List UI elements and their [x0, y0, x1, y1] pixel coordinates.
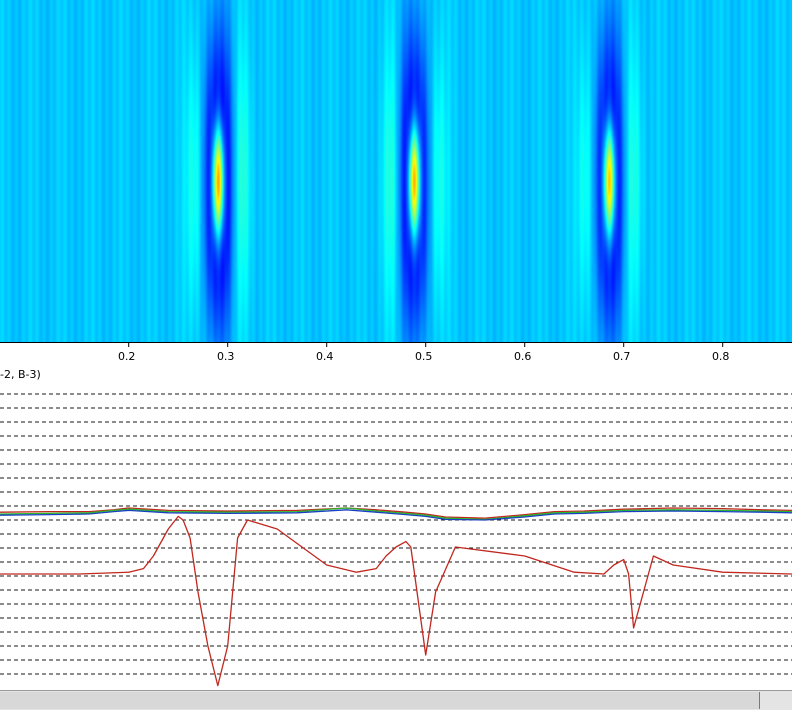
heatmap-image: [0, 0, 792, 342]
x-tick-label: 0.2: [118, 350, 136, 363]
series-line-1: [0, 507, 792, 519]
series-line-3: [0, 509, 792, 521]
x-tick-label: 0.6: [514, 350, 532, 363]
scrollbar-thumb[interactable]: [0, 692, 760, 709]
series-line-4: [0, 515, 792, 687]
series-line-2: [0, 507, 792, 521]
x-tick-label: 0.5: [415, 350, 433, 363]
x-tick-label: 0.8: [712, 350, 730, 363]
line-plot: [0, 393, 792, 687]
panel-label: -2, B-3): [0, 368, 41, 381]
horizontal-scrollbar[interactable]: [0, 690, 792, 710]
x-tick-label: 0.4: [316, 350, 334, 363]
x-tick-label: 0.7: [613, 350, 631, 363]
x-axis: 0.2 0.3 0.4 0.5 0.6 0.7 0.8: [0, 342, 792, 363]
x-tick-label: 0.3: [217, 350, 235, 363]
